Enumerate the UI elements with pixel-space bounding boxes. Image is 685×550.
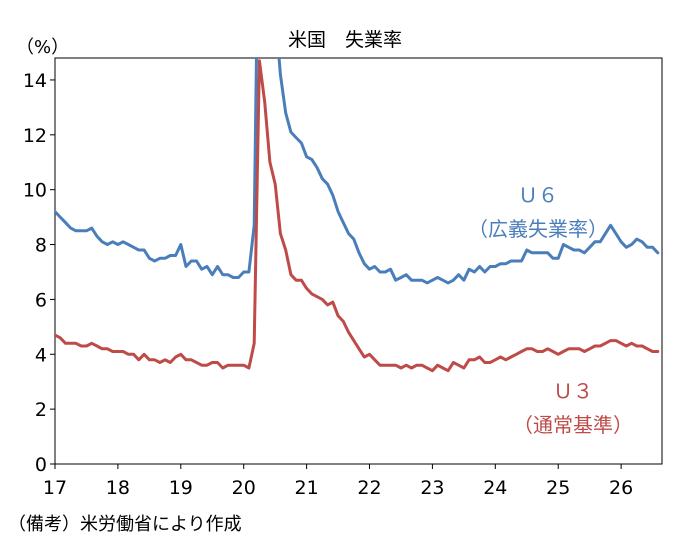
series-line-u3 [55,59,660,373]
y-tick-label: 10 [23,180,47,202]
y-axis: 0 2 4 6 8 10 12 14 [23,70,55,476]
series-line-u6 [55,58,660,285]
legend-label-u6: Ｕ６ （広義失業率） [468,183,608,241]
chart-title: 米国 失業率 [288,29,402,51]
y-tick-label: 2 [35,399,47,421]
series-label-u3-line2: （通常基準） [513,413,633,437]
x-axis: 17 18 19 20 21 22 23 24 25 26 [43,464,633,499]
y-tick-label: 12 [23,125,47,147]
x-tick-label: 19 [169,477,193,499]
y-axis-unit-label: （%） [16,37,69,58]
y-tick-label: 4 [35,344,47,366]
x-tick-label: 18 [106,477,130,499]
y-tick-label: 6 [35,289,47,311]
y-tick-label: 14 [23,70,47,92]
series-label-u6-line2: （広義失業率） [468,217,608,241]
x-tick-label: 22 [357,477,381,499]
source-note: （備考）米労働省により作成 [8,514,242,535]
x-tick-label: 24 [483,477,507,499]
y-tick-label: 8 [35,235,47,257]
y-tick-label: 0 [35,454,47,476]
x-tick-label: 20 [232,477,256,499]
legend-label-u3: Ｕ３ （通常基準） [513,379,633,437]
x-tick-label: 26 [609,477,633,499]
x-tick-label: 25 [546,477,570,499]
plot-area-frame [54,57,663,465]
x-tick-label: 23 [420,477,444,499]
series-lines [55,58,660,373]
x-tick-label: 21 [295,477,319,499]
series-label-u6-line1: Ｕ６ [518,183,558,207]
series-label-u3-line1: Ｕ３ [553,379,593,403]
x-tick-label: 17 [43,477,67,499]
